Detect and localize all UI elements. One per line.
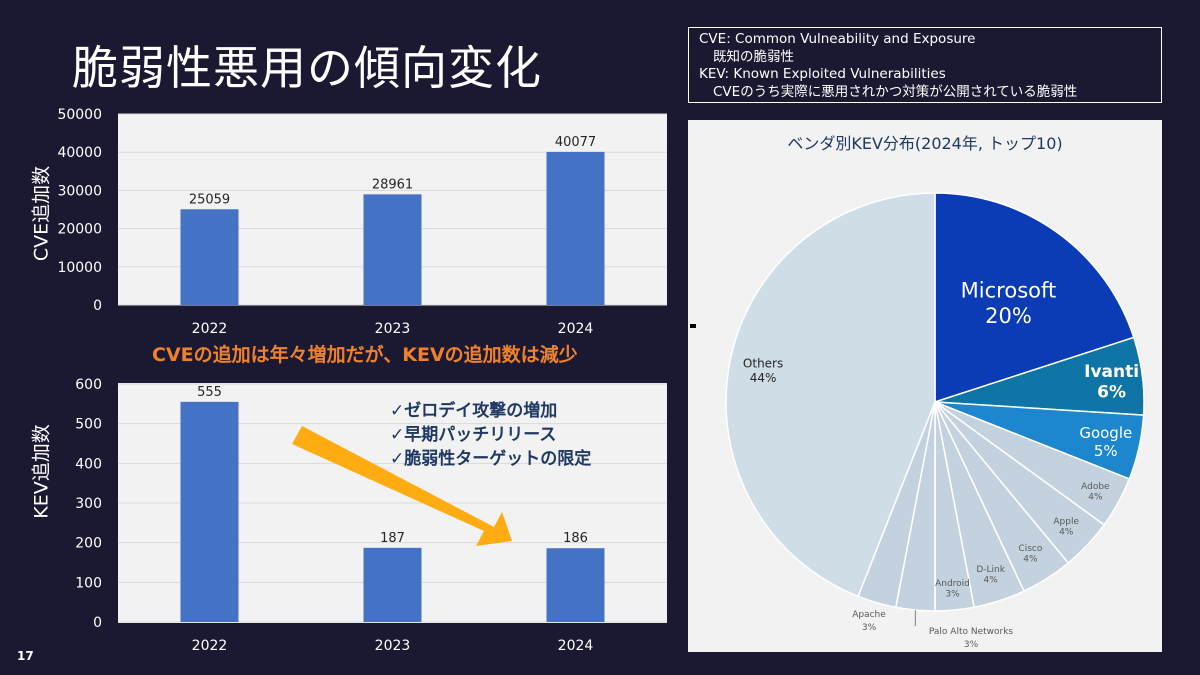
cve-data-label: 28961 (372, 177, 413, 192)
pie-slice-others (725, 192, 936, 598)
pie-google-label: Google (1079, 424, 1132, 442)
kev-bar-2024 (546, 548, 605, 622)
pie-cisco-label: Cisco (1018, 544, 1042, 554)
page-number: 17 (17, 649, 34, 663)
cve-y-tick-label: 50000 (57, 107, 102, 123)
kev-x-tick-label: 2024 (558, 638, 594, 654)
pie-others-label: Others (743, 356, 783, 370)
pie-palo-alto-value-label: 3% (964, 640, 979, 650)
pie-microsoft-label: Microsoft (961, 279, 1057, 303)
kev-data-label: 187 (380, 531, 405, 546)
pie-android-label: Android (935, 579, 970, 589)
cve-bar-2022 (180, 209, 239, 305)
kev-x-tick-label: 2022 (192, 638, 228, 654)
pie-cisco-value-label: 4% (1023, 555, 1038, 565)
pie-apache-label: Apache (852, 610, 886, 620)
cve-y-tick-label: 10000 (57, 260, 102, 276)
glossary-cve-desc: 既知の脆弱性 (713, 48, 794, 65)
pie-ivanti-label: Ivanti (1084, 362, 1139, 382)
cve-x-tick-label: 2024 (558, 321, 594, 337)
kev-y-tick-label: 600 (75, 377, 102, 393)
pie-microsoft-value-label: 20% (985, 304, 1032, 328)
reason-item: ✓ゼロデイ攻撃の増加 (390, 401, 558, 421)
kev-y-tick-label: 200 (75, 536, 102, 552)
pie-apple-value-label: 4% (1059, 528, 1074, 538)
trend-highlight: CVEの追加は年々増加だが、KEVの追加数は減少 (152, 344, 578, 366)
pie-google-value-label: 5% (1094, 442, 1118, 460)
pie-others-value-label: 44% (750, 371, 777, 385)
reason-item: ✓脆弱性ターゲットの限定 (390, 449, 592, 469)
divider-mark (690, 324, 696, 328)
kev-y-tick-label: 0 (93, 615, 102, 631)
glossary-box: CVE: Common Vulneability and Exposure 既知… (688, 27, 1162, 103)
cve-bar-2023 (363, 194, 422, 305)
kev-y-tick-label: 100 (75, 575, 102, 591)
kev-y-tick-label: 400 (75, 456, 102, 472)
glossary-kev-line: KEV: Known Exploited Vulnerabilities (699, 66, 946, 82)
glossary-cve-line: CVE: Common Vulneability and Exposure (699, 31, 976, 47)
pie-ivanti-value-label: 6% (1097, 383, 1126, 403)
pie-title: ベンダ別KEV分布(2024年, トップ10) (787, 134, 1062, 153)
glossary-kev-desc: CVEのうち実際に悪用されかつ対策が公開されている脆弱性 (713, 83, 1078, 100)
reason-item: ✓早期パッチリリース (390, 425, 557, 445)
kev-data-label: 555 (197, 385, 222, 400)
cve-data-label: 40077 (555, 135, 596, 150)
cve-x-tick-label: 2022 (192, 321, 228, 337)
kev-data-label: 186 (563, 531, 588, 546)
cve-bar-2024 (546, 151, 605, 305)
pie-apache-value-label: 3% (862, 623, 877, 633)
kev-y-tick-label: 300 (75, 496, 102, 512)
pie-adobe-value-label: 4% (1088, 493, 1103, 503)
pie-dlink-label: D-Link (976, 565, 1005, 575)
kev-x-tick-label: 2023 (375, 638, 411, 654)
cve-data-label: 25059 (189, 192, 230, 207)
pie-dlink-value-label: 4% (983, 576, 998, 586)
pie-adobe-label: Adobe (1081, 482, 1110, 492)
cve-y-tick-label: 0 (93, 298, 102, 314)
cve-y-tick-label: 40000 (57, 145, 102, 161)
pie-apple-label: Apple (1053, 517, 1079, 527)
pie-palo-alto-label: Palo Alto Networks (929, 627, 1014, 637)
cve-x-tick-label: 2023 (375, 321, 411, 337)
kev-y-tick-label: 500 (75, 417, 102, 433)
kev-bar-2023 (363, 547, 422, 622)
cve-y-tick-label: 30000 (57, 183, 102, 199)
trend-arrow (292, 426, 512, 546)
reasons-list: ✓ゼロデイ攻撃の増加 ✓早期パッチリリース ✓脆弱性ターゲットの限定 (390, 399, 591, 471)
cve-y-tick-label: 20000 (57, 222, 102, 238)
slide-title: 脆弱性悪用の傾向変化 (72, 41, 542, 95)
pie-android-value-label: 3% (945, 590, 960, 600)
kev-bar-2022 (180, 401, 239, 622)
pie-slice-microsoft (934, 192, 1135, 404)
